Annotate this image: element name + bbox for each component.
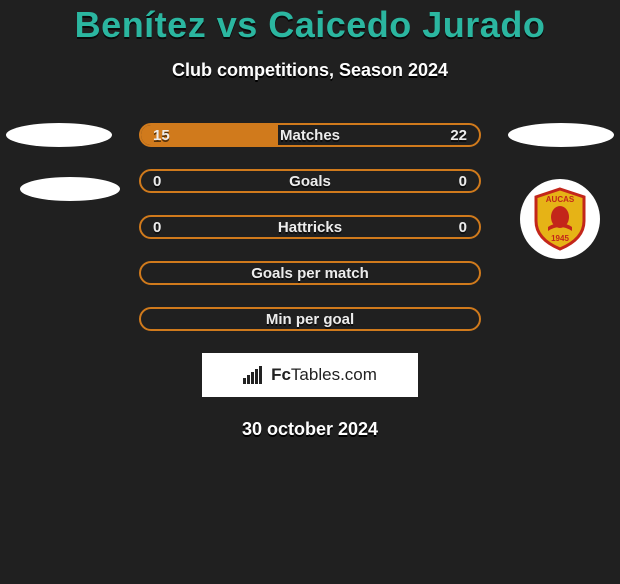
player-left-placeholder-2 bbox=[20, 177, 120, 201]
player-left-placeholder-1 bbox=[6, 123, 112, 147]
stat-label: Hattricks bbox=[141, 219, 479, 236]
date-label: 30 october 2024 bbox=[0, 419, 620, 440]
club-badge-right: AUCAS 1945 bbox=[520, 179, 600, 259]
crest-text-year: 1945 bbox=[551, 234, 569, 243]
stat-label: Goals per match bbox=[141, 265, 479, 282]
stat-label: Min per goal bbox=[141, 311, 479, 328]
stat-bars: 15Matches220Goals00Hattricks0Goals per m… bbox=[139, 123, 481, 331]
value-right: 0 bbox=[443, 173, 467, 190]
value-right: 0 bbox=[443, 219, 467, 236]
comparison-panel: AUCAS 1945 15Matches220Goals00Hattricks0… bbox=[0, 123, 620, 440]
stat-row-matches: 15Matches22 bbox=[139, 123, 481, 147]
stat-label: Matches bbox=[141, 127, 479, 144]
subtitle: Club competitions, Season 2024 bbox=[0, 60, 620, 81]
page-title: Benítez vs Caicedo Jurado bbox=[0, 4, 620, 46]
stat-row-min-per-goal: Min per goal bbox=[139, 307, 481, 331]
crest-text-top: AUCAS bbox=[546, 195, 575, 204]
player-right-placeholder-1 bbox=[508, 123, 614, 147]
stat-row-goals: 0Goals0 bbox=[139, 169, 481, 193]
aucas-crest-icon: AUCAS 1945 bbox=[532, 187, 588, 251]
stat-row-hattricks: 0Hattricks0 bbox=[139, 215, 481, 239]
stat-row-goals-per-match: Goals per match bbox=[139, 261, 481, 285]
logo-text: FcTables.com bbox=[271, 365, 377, 385]
fctables-logo: FcTables.com bbox=[202, 353, 418, 397]
bars-icon bbox=[243, 366, 265, 384]
stat-label: Goals bbox=[141, 173, 479, 190]
value-right: 22 bbox=[443, 127, 467, 144]
logo-prefix: Fc bbox=[271, 365, 291, 384]
logo-suffix: Tables.com bbox=[291, 365, 377, 384]
